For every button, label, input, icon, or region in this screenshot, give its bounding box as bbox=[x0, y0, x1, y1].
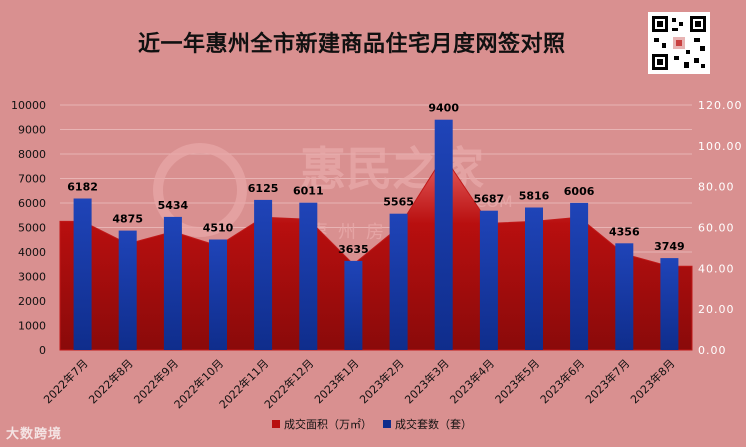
y-right-tick-label: 120.00 bbox=[698, 99, 743, 112]
x-tick-label: 2022年9月 bbox=[131, 356, 181, 406]
x-tick-label: 2023年8月 bbox=[627, 356, 677, 406]
bar bbox=[344, 260, 363, 350]
bar bbox=[389, 213, 408, 350]
x-tick-label: 2022年7月 bbox=[40, 356, 90, 406]
data-label: 5687 bbox=[474, 193, 505, 206]
y-left-tick-label: 0 bbox=[39, 344, 46, 357]
bar bbox=[163, 216, 182, 350]
legend-label-bar: 成交套数（套） bbox=[395, 417, 472, 431]
data-label: 3749 bbox=[654, 240, 685, 253]
watermark-domain: .COM bbox=[470, 192, 513, 211]
y-left-tick-label: 1000 bbox=[18, 320, 46, 333]
data-label: 4510 bbox=[203, 222, 234, 235]
legend-label-area: 成交面积（万㎡） bbox=[284, 417, 372, 431]
y-right-tick-label: 80.00 bbox=[698, 181, 735, 194]
data-label: 6182 bbox=[67, 181, 98, 194]
bar bbox=[660, 258, 679, 350]
chart-title: 近一年惠州全市新建商品住宅月度网签对照 bbox=[138, 32, 566, 57]
x-tick-label: 2023年6月 bbox=[537, 356, 587, 406]
y-right-tick-label: 60.00 bbox=[698, 222, 735, 235]
y-left-tick-label: 10000 bbox=[11, 99, 46, 112]
y-right-tick-label: 100.00 bbox=[698, 140, 743, 153]
bar bbox=[118, 230, 137, 350]
data-label: 5816 bbox=[519, 190, 550, 203]
bar bbox=[525, 207, 543, 350]
watermark-logo-icon bbox=[153, 143, 247, 237]
data-label: 6006 bbox=[564, 185, 595, 198]
data-label: 9400 bbox=[428, 102, 459, 115]
data-label: 4875 bbox=[112, 213, 143, 226]
data-label: 6125 bbox=[248, 182, 279, 195]
bar bbox=[479, 210, 498, 350]
data-label: 5434 bbox=[158, 199, 189, 212]
footer-logo-text: 大数跨境 bbox=[6, 427, 63, 442]
legend-swatch-bar bbox=[383, 420, 391, 428]
x-tick-label: 2022年8月 bbox=[86, 356, 136, 406]
y-right-tick-label: 40.00 bbox=[698, 262, 735, 275]
x-tick-label: 2023年7月 bbox=[582, 356, 632, 406]
y-left-tick-label: 2000 bbox=[18, 295, 46, 308]
bar bbox=[299, 202, 318, 350]
data-label: 6011 bbox=[293, 185, 324, 198]
data-label: 4356 bbox=[609, 225, 640, 238]
y-right-tick-label: 20.00 bbox=[698, 303, 735, 316]
bar bbox=[254, 199, 273, 350]
y-left-tick-label: 5000 bbox=[18, 222, 46, 235]
y-left-tick-label: 3000 bbox=[18, 271, 46, 284]
qr-code-icon bbox=[648, 12, 710, 74]
x-tick-label: 2023年5月 bbox=[492, 356, 542, 406]
y-left-tick-label: 8000 bbox=[18, 148, 46, 161]
bar bbox=[73, 198, 92, 350]
x-tick-label: 2023年1月 bbox=[311, 356, 361, 406]
y-left-tick-label: 6000 bbox=[18, 197, 46, 210]
y-left-tick-label: 4000 bbox=[18, 246, 46, 259]
bar bbox=[615, 243, 634, 350]
bar bbox=[209, 239, 227, 350]
x-tick-label: 2023年4月 bbox=[447, 356, 497, 406]
bar bbox=[570, 202, 589, 350]
data-label: 3635 bbox=[338, 243, 369, 256]
legend-swatch-area bbox=[272, 420, 280, 428]
x-tick-label: 2023年3月 bbox=[402, 356, 452, 406]
bar bbox=[434, 119, 453, 350]
y-right-tick-label: 0.00 bbox=[698, 344, 727, 357]
x-tick-label: 2023年2月 bbox=[356, 356, 406, 406]
y-left-tick-label: 7000 bbox=[18, 173, 46, 186]
footer-logo: 大数跨境 bbox=[6, 423, 62, 442]
y-left-tick-label: 9000 bbox=[18, 124, 46, 137]
data-label: 5565 bbox=[383, 196, 414, 209]
